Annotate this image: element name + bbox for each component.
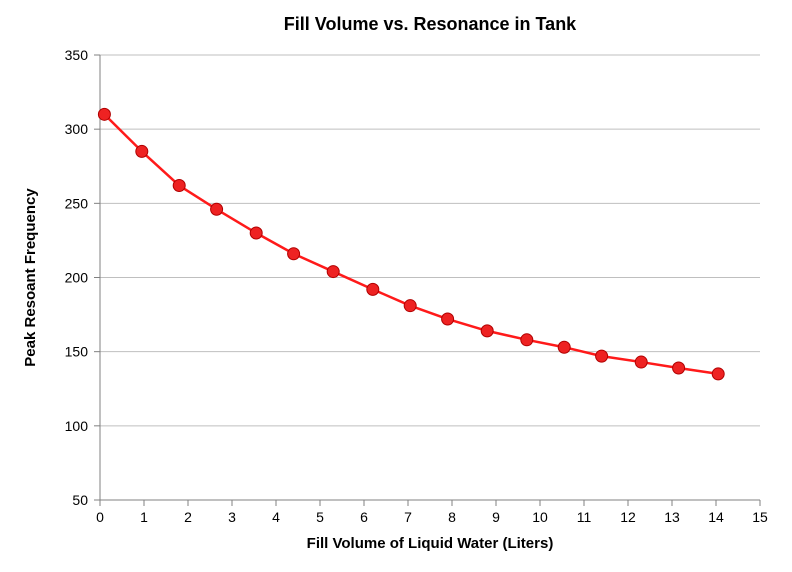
data-point — [327, 266, 339, 278]
data-point — [288, 248, 300, 260]
data-point — [635, 356, 647, 368]
chart-svg: 0123456789101112131415501001502002503003… — [0, 0, 792, 572]
xtick-label: 7 — [404, 509, 412, 525]
xtick-label: 5 — [316, 509, 324, 525]
ytick-label: 150 — [65, 344, 89, 360]
chart-container: 0123456789101112131415501001502002503003… — [0, 0, 792, 572]
xtick-label: 3 — [228, 509, 236, 525]
xtick-label: 2 — [184, 509, 192, 525]
xtick-label: 12 — [620, 509, 636, 525]
data-point — [712, 368, 724, 380]
xtick-label: 4 — [272, 509, 280, 525]
data-point — [558, 341, 570, 353]
xtick-label: 14 — [708, 509, 724, 525]
data-point — [250, 227, 262, 239]
xtick-label: 13 — [664, 509, 680, 525]
data-point — [136, 145, 148, 157]
ytick-label: 250 — [65, 195, 89, 211]
ytick-label: 200 — [65, 270, 89, 286]
xtick-label: 0 — [96, 509, 104, 525]
chart-title: Fill Volume vs. Resonance in Tank — [284, 14, 577, 34]
data-point — [98, 108, 110, 120]
xtick-label: 11 — [577, 509, 592, 525]
data-point — [367, 283, 379, 295]
data-point — [211, 203, 223, 215]
data-point — [596, 350, 608, 362]
xtick-label: 1 — [140, 509, 148, 525]
y-axis-label: Peak Resoant Frequency — [22, 188, 39, 367]
ytick-label: 50 — [72, 492, 88, 508]
ytick-label: 300 — [65, 121, 89, 137]
x-axis-label: Fill Volume of Liquid Water (Liters) — [307, 535, 554, 552]
data-point — [173, 180, 185, 192]
xtick-label: 9 — [492, 509, 500, 525]
xtick-label: 6 — [360, 509, 368, 525]
ytick-label: 350 — [65, 47, 89, 63]
ytick-label: 100 — [65, 418, 89, 434]
xtick-label: 10 — [532, 509, 548, 525]
data-point — [404, 300, 416, 312]
data-point — [481, 325, 493, 337]
data-point — [442, 313, 454, 325]
data-point — [521, 334, 533, 346]
xtick-label: 8 — [448, 509, 456, 525]
xtick-label: 15 — [752, 509, 768, 525]
data-point — [673, 362, 685, 374]
